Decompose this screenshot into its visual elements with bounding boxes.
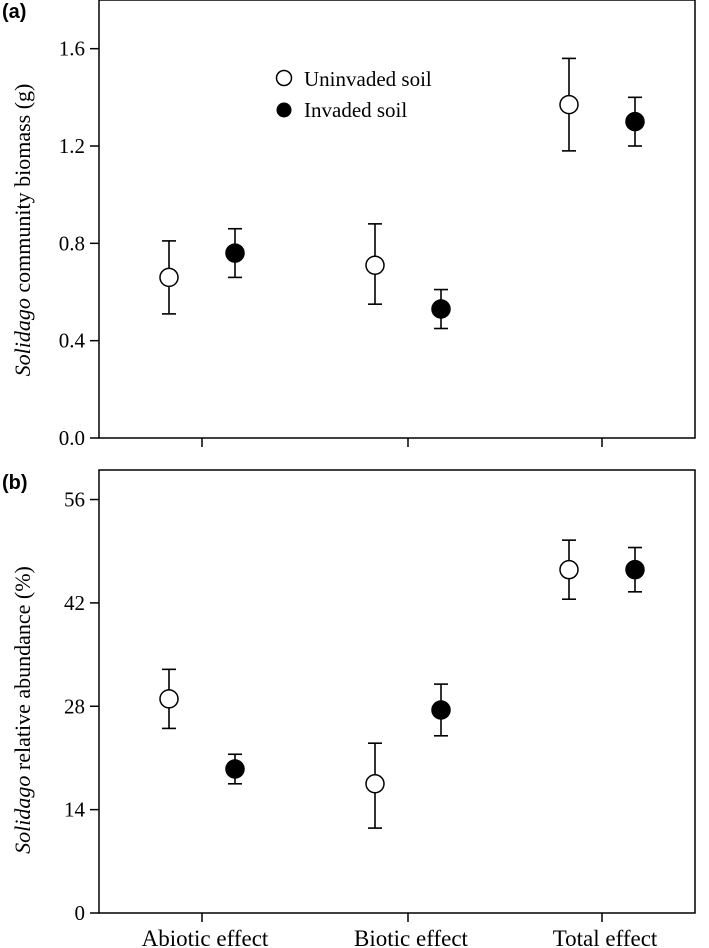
y-tick-label-a: 1.2 xyxy=(59,134,85,158)
panel-a-ylabel-species: Solidago xyxy=(10,298,35,376)
legend-uninvaded-label: Uninvaded soil xyxy=(304,67,432,91)
point-b-uninvaded-0 xyxy=(159,689,179,709)
plot-frame-b xyxy=(98,469,696,914)
panel-a: (a) Solidago community biomass (g) 0.00.… xyxy=(2,0,696,450)
y-tick-label-a: 0.8 xyxy=(59,231,85,255)
panel-a-ylabel-rest: community biomass (g) xyxy=(10,84,35,298)
point-b-uninvaded-1 xyxy=(365,774,385,794)
x-category-label: Biotic effect xyxy=(354,926,468,948)
plot-frame-a xyxy=(98,0,696,439)
panel-b-plot: 0 14 28 42 56 Abiotic effect Biotic effect Tota… xyxy=(64,469,696,948)
panel-b: (b) Solidago relative abundance (%) 0 14 2… xyxy=(2,469,696,948)
legend-invaded-marker xyxy=(276,102,292,118)
y-tick-label-b: 42 xyxy=(64,591,85,615)
point-b-invaded-0 xyxy=(225,759,245,779)
panel-a-ylabel: Solidago community biomass (g) xyxy=(10,84,35,377)
point-a-uninvaded-0 xyxy=(159,267,179,288)
legend-uninvaded-marker xyxy=(275,69,293,87)
point-b-uninvaded-2 xyxy=(559,559,579,580)
legend-invaded-label: Invaded soil xyxy=(304,98,407,122)
y-tick-label-b: 56 xyxy=(64,488,85,512)
legend: Uninvaded soil Invaded soil xyxy=(275,67,432,122)
panel-b-ylabel-rest: relative abundance (%) xyxy=(10,566,35,776)
point-b-invaded-2 xyxy=(625,559,645,580)
panel-a-label: (a) xyxy=(2,1,26,23)
y-tick-label-a: 1.6 xyxy=(59,37,85,61)
y-tick-label-b: 28 xyxy=(64,694,85,718)
point-a-invaded-2 xyxy=(625,111,645,132)
panel-a-plot: 0.0 0.4 0.8 1.2 1.6 xyxy=(59,0,696,450)
y-tick-label-a: 0.0 xyxy=(59,426,85,450)
y-tick-label-b: 0 xyxy=(75,901,86,925)
panel-b-ylabel: Solidago relative abundance (%) xyxy=(10,566,35,854)
x-category-label: Total effect xyxy=(553,926,658,948)
point-a-uninvaded-1 xyxy=(365,255,385,275)
point-b-invaded-1 xyxy=(431,700,451,720)
x-category-label: Abiotic effect xyxy=(142,926,269,948)
y-tick-label-a: 0.4 xyxy=(59,329,86,353)
panel-b-label: (b) xyxy=(2,472,28,494)
point-a-uninvaded-2 xyxy=(559,94,579,115)
y-tick-label-b: 14 xyxy=(64,798,86,822)
panel-b-ylabel-species: Solidago xyxy=(10,776,35,854)
point-a-invaded-1 xyxy=(431,299,451,319)
point-a-invaded-0 xyxy=(225,243,245,263)
